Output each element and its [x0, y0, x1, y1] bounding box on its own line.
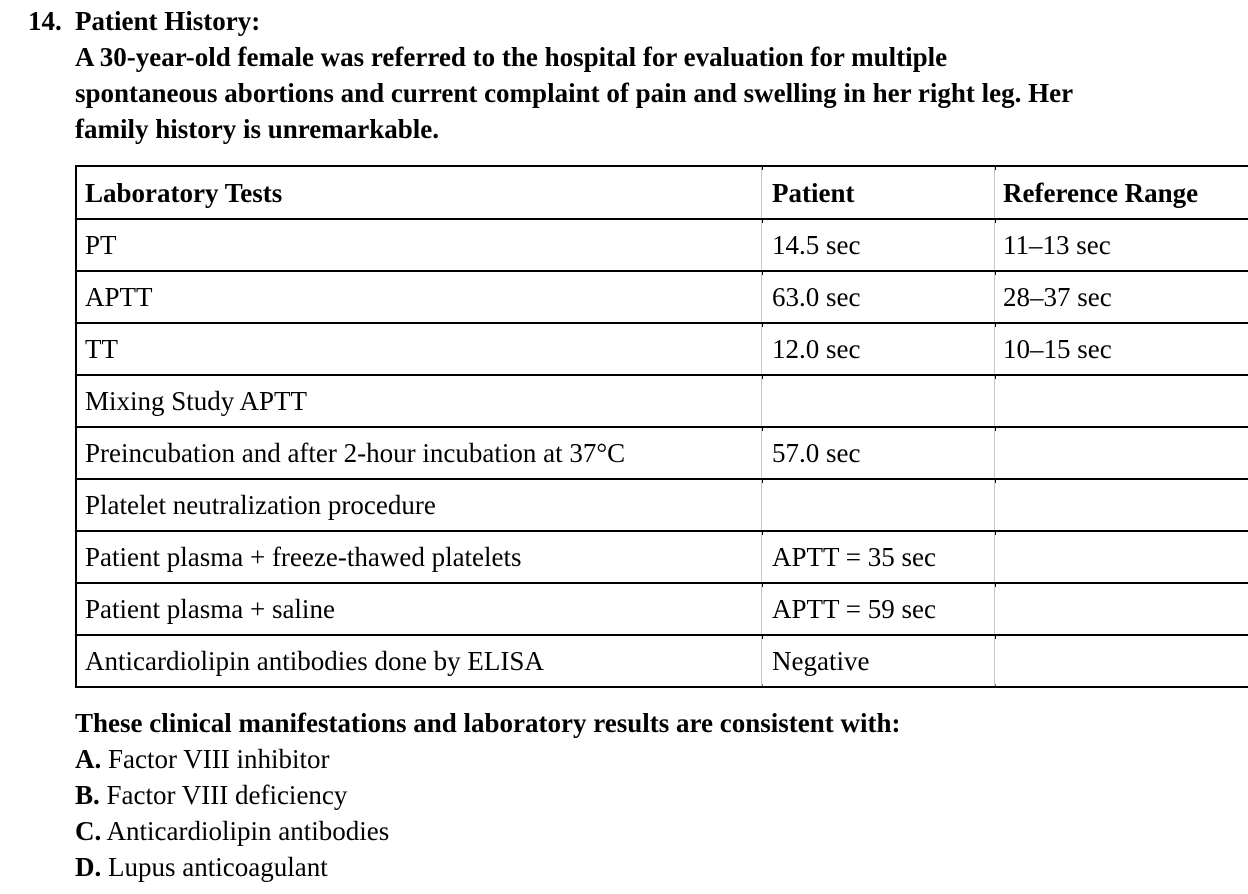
table-row-aptt: APTT 63.0 sec 28–37 sec [75, 270, 1248, 324]
table-cell-patient-value [761, 374, 995, 428]
table-cell-test: Anticardiolipin antibodies done by ELISA [75, 634, 762, 688]
table-cell-patient-value: 57.0 sec [761, 426, 995, 480]
table-row-anticardiolipin-elisa: Anticardiolipin antibodies done by ELISA… [75, 634, 1248, 688]
table-cell-patient-value: APTT = 59 sec [761, 582, 995, 636]
option-text: Lupus anticoagulant [108, 852, 328, 882]
table-cell-patient-value: Negative [761, 634, 995, 688]
table-cell-reference: 28–37 sec [994, 270, 1248, 324]
table-cell-test: Platelet neutralization procedure [75, 478, 762, 532]
table-cell-patient-value: 14.5 sec [761, 218, 995, 272]
option-letter: B. [75, 780, 100, 810]
option-text: Factor VIII deficiency [106, 780, 348, 810]
option-text: Anticardiolipin antibodies [106, 816, 390, 846]
question-14: 14. Patient History: A 30-year-old femal… [0, 3, 1248, 885]
header-laboratory-tests: Laboratory Tests [75, 165, 762, 220]
table-cell-reference: 11–13 sec [994, 218, 1248, 272]
table-cell-reference [994, 374, 1248, 428]
table-cell-test: APTT [75, 270, 762, 324]
table-cell-test: Preincubation and after 2-hour incubatio… [75, 426, 762, 480]
question-title: Patient History: [75, 6, 261, 36]
table-cell-reference [994, 634, 1248, 688]
table-cell-reference [994, 426, 1248, 480]
answer-option-d: D. Lupus anticoagulant [75, 849, 1248, 885]
header-patient: Patient [761, 165, 995, 220]
table-cell-patient-value: 12.0 sec [761, 322, 995, 376]
table-cell-test: Mixing Study APTT [75, 374, 762, 428]
table-cell-test: TT [75, 322, 762, 376]
answer-option-c: C. Anticardiolipin antibodies [75, 813, 1248, 849]
question-number: 14. [28, 6, 62, 36]
table-row-pt: PT 14.5 sec 11–13 sec [75, 218, 1248, 272]
table-row-saline: Patient plasma + saline APTT = 59 sec [75, 582, 1248, 636]
table-cell-test: Patient plasma + saline [75, 582, 762, 636]
header-reference-range: Reference Range [994, 165, 1248, 220]
lab-results-table: Laboratory Tests Patient Reference Range… [75, 165, 1248, 688]
option-letter: D. [75, 852, 102, 882]
table-row-freeze-thawed-platelets: Patient plasma + freeze-thawed platelets… [75, 530, 1248, 584]
option-letter: A. [75, 744, 102, 774]
table-header-row: Laboratory Tests Patient Reference Range [75, 165, 1248, 220]
table-row-mixing-study: Mixing Study APTT [75, 374, 1248, 428]
table-cell-patient-value: APTT = 35 sec [761, 530, 995, 584]
table-cell-reference [994, 530, 1248, 584]
patient-history-line: A 30-year-old female was referred to the… [75, 42, 948, 72]
patient-history-line: family history is unremarkable. [75, 114, 439, 144]
table-cell-reference [994, 478, 1248, 532]
patient-history-line: spontaneous abortions and current compla… [75, 78, 1074, 108]
table-cell-reference: 10–15 sec [994, 322, 1248, 376]
table-cell-test: Patient plasma + freeze-thawed platelets [75, 530, 762, 584]
table-cell-reference [994, 582, 1248, 636]
table-row-platelet-neutralization: Platelet neutralization procedure [75, 478, 1248, 532]
question-body: Patient History: A 30-year-old female wa… [75, 3, 1248, 885]
table-cell-test: PT [75, 218, 762, 272]
table-cell-patient-value [761, 478, 995, 532]
table-row-preincubation: Preincubation and after 2-hour incubatio… [75, 426, 1248, 480]
answer-option-a: A. Factor VIII inhibitor [75, 741, 1248, 777]
table-row-tt: TT 12.0 sec 10–15 sec [75, 322, 1248, 376]
question-stem: These clinical manifestations and labora… [75, 708, 901, 738]
option-letter: C. [75, 816, 102, 846]
table-cell-patient-value: 63.0 sec [761, 270, 995, 324]
option-text: Factor VIII inhibitor [108, 744, 330, 774]
answer-option-b: B. Factor VIII deficiency [75, 777, 1248, 813]
